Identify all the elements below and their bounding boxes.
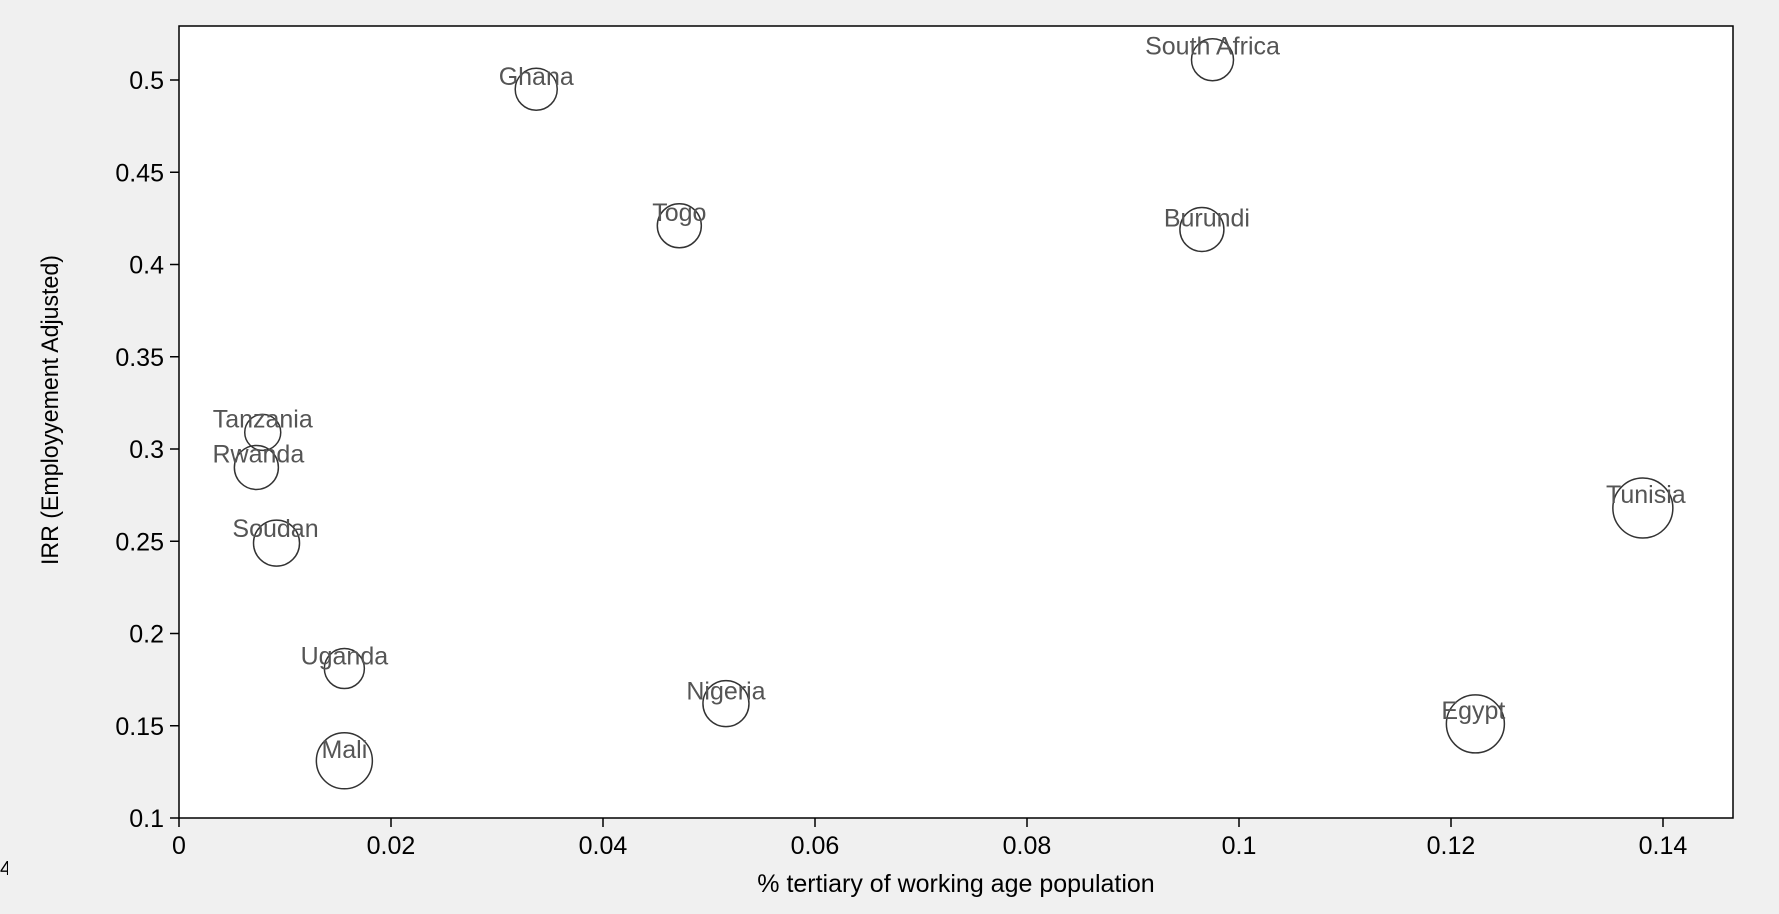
point-label: Tunisia (1606, 481, 1686, 509)
point-label: Egypt (1441, 697, 1505, 725)
y-tick-label: 0.1 (129, 805, 164, 833)
y-tick-label: 0.4 (129, 252, 164, 280)
data-point (1179, 206, 1225, 253)
data-point (315, 732, 374, 790)
data-points (233, 37, 1674, 790)
point-label: Tanzania (213, 405, 313, 433)
point-label: South Africa (1145, 33, 1280, 61)
data-point (1445, 694, 1506, 754)
y-axis-label: IRR (Employyement Adjusted) (37, 255, 64, 565)
point-label: Burundi (1164, 204, 1250, 232)
x-tick-label: 0.06 (791, 832, 840, 860)
data-point (656, 203, 703, 249)
x-axis-label: % tertiary of working age population (757, 870, 1154, 898)
data-point (1190, 37, 1235, 82)
y-tick-label: 0.5 (129, 67, 164, 95)
data-point (1612, 477, 1674, 539)
y-tick-label: 0.2 (129, 621, 164, 649)
point-label: Soudan (232, 515, 318, 543)
point-label: Ghana (499, 63, 574, 91)
y-tick-label: 0.15 (115, 713, 164, 741)
point-labels: South Africa Ghana Togo Burundi Tanzania Rwan… (213, 33, 1686, 764)
point-label: Nigeria (686, 678, 765, 706)
x-tick-label: 0.12 (1427, 832, 1476, 860)
point-label: Togo (652, 199, 706, 227)
data-point (233, 444, 280, 491)
plot-area (178, 25, 1734, 819)
x-tick-label: 0.14 (1639, 832, 1688, 860)
y-tick-label: 0.3 (129, 436, 164, 464)
point-label: Rwanda (213, 440, 305, 468)
data-point (514, 67, 558, 111)
data-point (243, 413, 282, 452)
y-tick-label: 0.45 (115, 159, 164, 187)
x-tick-label: 0.1 (1222, 832, 1257, 860)
data-point (252, 519, 301, 567)
data-point (323, 647, 366, 690)
point-label: Uganda (301, 643, 389, 671)
point-label: Mali (321, 736, 367, 764)
data-point (702, 679, 750, 728)
y-tick-label: 0.25 (115, 528, 164, 556)
x-axis: 0 0.02 0.04 0.06 0.08 0.1 0.12 0.14 (172, 818, 1687, 860)
x-tick-label: 0 (172, 832, 186, 860)
edge-text: 4 (0, 858, 8, 880)
x-tick-label: 0.04 (579, 832, 628, 860)
x-tick-label: 0.02 (367, 832, 416, 860)
x-tick-label: 0.08 (1003, 832, 1052, 860)
y-tick-label: 0.35 (115, 344, 164, 372)
y-axis: 0.1 0.15 0.2 0.25 0.3 0.35 0.4 0.45 0.5 (115, 67, 179, 833)
